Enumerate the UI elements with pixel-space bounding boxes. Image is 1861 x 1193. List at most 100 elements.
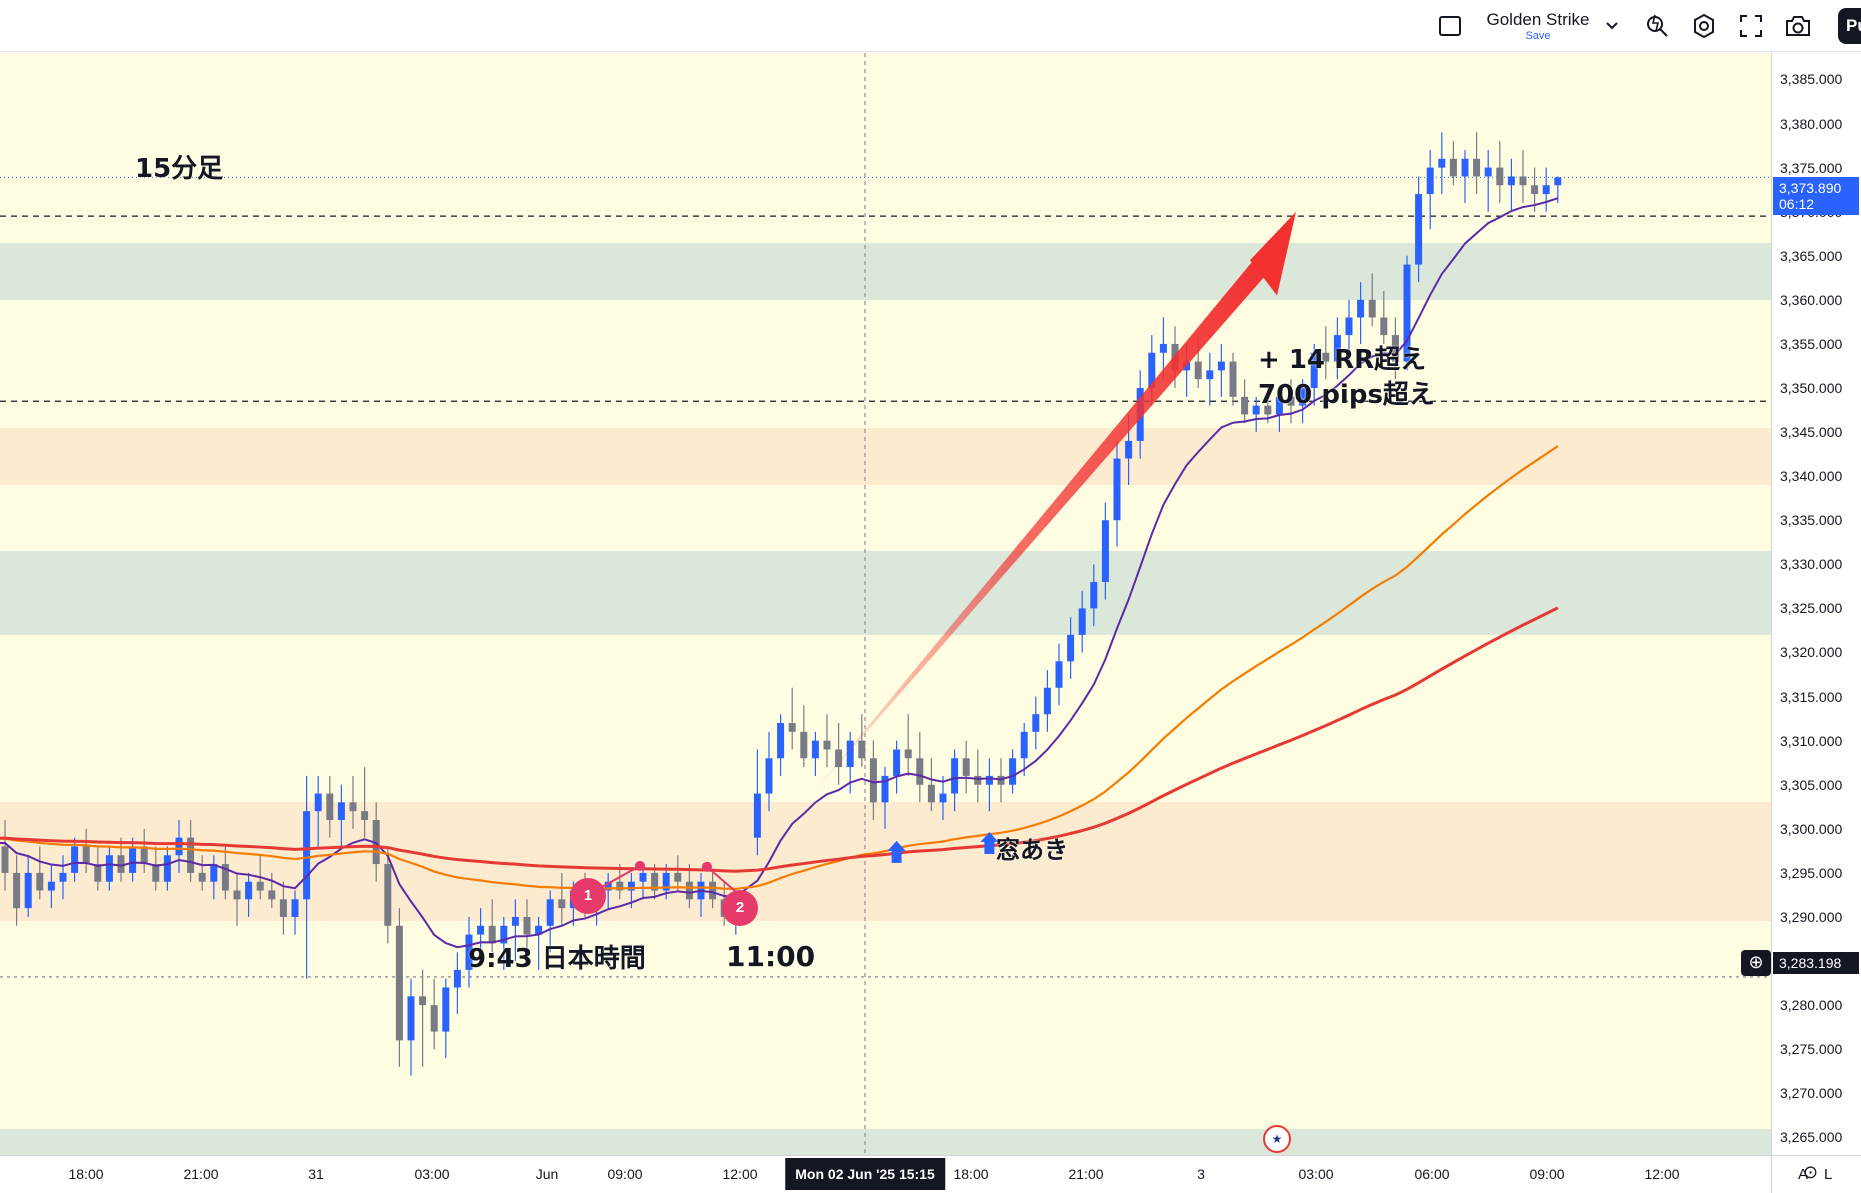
candle-body (558, 899, 566, 909)
candle-body (1090, 581, 1098, 609)
candle-body (82, 846, 90, 865)
candle-body (1299, 388, 1307, 406)
candle-body (13, 872, 21, 909)
price-tick-label: 3,330.000 (1780, 556, 1843, 573)
last-price: 3,373.890 (1779, 180, 1842, 196)
candle-body (881, 775, 889, 803)
candle-body (1159, 343, 1167, 353)
candle-body (1403, 264, 1411, 362)
goto-realtime-icon[interactable]: ⊙ (1803, 1162, 1819, 1182)
settings-icon[interactable] (1684, 8, 1724, 44)
candle-body (1391, 335, 1399, 362)
time-tick-label: 31 (308, 1166, 324, 1182)
candle-body (893, 749, 901, 776)
candle-body (651, 872, 659, 891)
price-tick-label: 3,265.000 (1780, 1129, 1843, 1146)
entry2-time-label: 11:00 (726, 940, 816, 973)
entry-arrow (887, 840, 906, 863)
ema-fast-line (0, 197, 1559, 949)
price-tick-label: 3,315.000 (1780, 688, 1843, 705)
pips-label: 700 pips超え (1258, 380, 1435, 410)
candle-body (1380, 317, 1388, 336)
marker-dot (635, 860, 645, 871)
auto-scale-button[interactable]: A (1798, 1166, 1809, 1183)
candle-body (233, 890, 241, 900)
add-alert-icon[interactable]: ⊕ (1741, 950, 1771, 976)
camera-icon[interactable] (1778, 8, 1818, 44)
price-tick-label: 3,300.000 (1780, 820, 1843, 837)
candle-body (1, 846, 9, 873)
candle-body (500, 925, 508, 944)
candle-body (951, 758, 959, 794)
candle-body (662, 872, 670, 891)
candle-body (59, 872, 67, 882)
time-tick-label: 18:00 (68, 1166, 104, 1182)
candle-body (256, 881, 264, 891)
candle-body (927, 784, 935, 803)
candle-body (1287, 396, 1295, 406)
zone-band (0, 551, 1771, 635)
price-tick-label: 3,290.000 (1780, 908, 1843, 925)
time-axis[interactable]: 18:00 21:00 31 03:00 Jun 09:00 12:00 18:00 21:00… (0, 1155, 1771, 1193)
candle-body (465, 934, 473, 970)
candle-body (303, 811, 311, 900)
candle-body (546, 899, 554, 926)
candle-body (384, 864, 392, 926)
price-tick-label: 3,385.000 (1780, 71, 1843, 88)
candle-body (1264, 405, 1272, 415)
publish-button[interactable]: Pu (1838, 8, 1861, 44)
price-tick-label: 3,270.000 (1780, 1085, 1843, 1102)
candle-body (823, 740, 831, 750)
marker-pointer-line (599, 864, 641, 889)
candle-body (140, 846, 148, 865)
crosshair-price: 3,283.198 (1779, 955, 1842, 971)
checkbox-icon[interactable] (1434, 8, 1466, 44)
candle-body (477, 925, 485, 935)
layout-name: Golden Strike (1486, 10, 1590, 29)
candle-body (1322, 352, 1330, 362)
layout-name-button[interactable]: Golden Strike Save (1474, 8, 1602, 44)
candle-body (1531, 185, 1539, 195)
candle-body (24, 872, 32, 909)
price-tick-label: 3,355.000 (1780, 335, 1843, 352)
candle-body (419, 996, 427, 1006)
candle-body (639, 872, 647, 882)
candle-body (1252, 405, 1260, 415)
price-plot[interactable] (0, 53, 1771, 1155)
price-axis[interactable]: 3,385.0003,380.0003,375.0003,370.0003,36… (1771, 53, 1861, 1155)
candle-body (1415, 194, 1423, 265)
candle-body (175, 837, 183, 856)
candle-body (811, 740, 819, 759)
candle-body (47, 881, 55, 891)
us-flag-icon[interactable]: ★ (1263, 1125, 1291, 1153)
price-tick-label: 3,360.000 (1780, 291, 1843, 308)
quick-search-icon[interactable] (1637, 8, 1677, 44)
candle-body (1496, 167, 1504, 186)
candle-body (1113, 458, 1121, 521)
candle-body (245, 881, 253, 900)
log-scale-button[interactable]: L (1824, 1166, 1833, 1183)
candle-body (858, 740, 866, 759)
candle-body (1229, 361, 1237, 397)
entry-marker-2: 2 (722, 890, 758, 926)
candle-body (1125, 440, 1133, 459)
candle-body (1055, 661, 1063, 688)
candle-body (616, 881, 624, 891)
fullscreen-icon[interactable] (1731, 8, 1771, 44)
candle-body (1449, 158, 1457, 177)
candle-body (488, 925, 496, 944)
candle-body (279, 899, 287, 917)
ema-mid-line (0, 445, 1559, 891)
price-tick-label: 3,340.000 (1780, 468, 1843, 485)
marker-pointer-line (706, 865, 736, 892)
price-tick-label: 3,320.000 (1780, 644, 1843, 661)
chevron-down-icon[interactable] (1600, 8, 1624, 44)
time-tick-label: 03:00 (1298, 1166, 1334, 1182)
entry-arrow (980, 832, 999, 855)
candle-body (835, 749, 843, 768)
candle-body (1067, 634, 1075, 662)
chart-area[interactable] (0, 53, 1771, 1182)
candle-body (1554, 177, 1562, 186)
candle-body (1542, 185, 1550, 195)
candle-body (221, 864, 229, 891)
